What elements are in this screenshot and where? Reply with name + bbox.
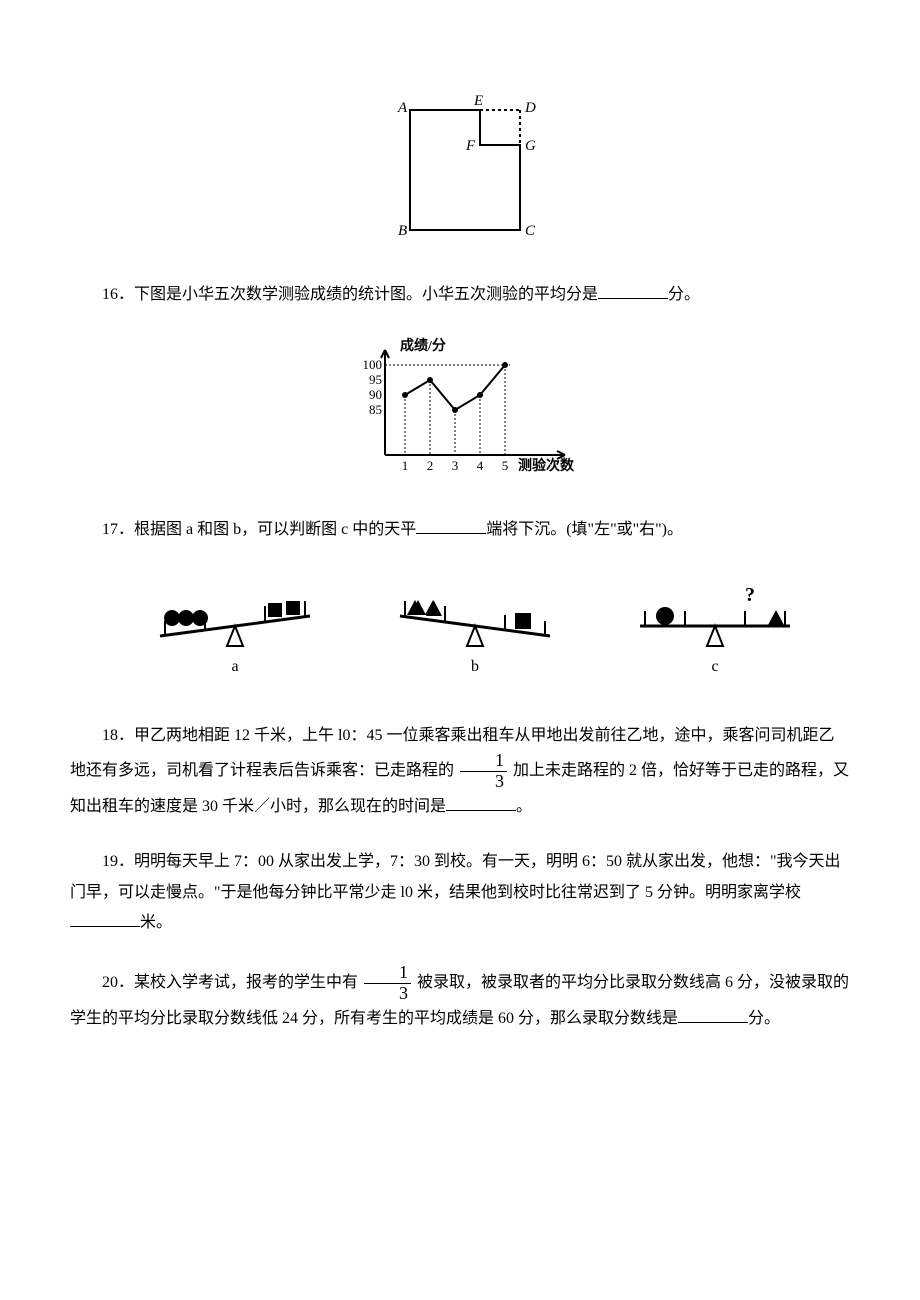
figure-line-chart: 100 95 90 85 1 2 3 4 5 成绩/分 测验次数 — [70, 335, 850, 485]
label-G: G — [525, 138, 536, 154]
question-16: 16．下图是小华五次数学测验成绩的统计图。小华五次测验的平均分是 分。 — [70, 280, 850, 310]
xtick-1: 1 — [402, 458, 409, 473]
q18-blank — [446, 792, 516, 811]
label-B: B — [398, 223, 407, 239]
xtick-4: 4 — [477, 458, 484, 473]
question-18: 18．甲乙两地相距 12 千米，上午 l0：45 一位乘客乘出租车从甲地出发前往… — [70, 721, 850, 822]
label-A: A — [397, 100, 408, 116]
question-19: 19．明明每天早上 7：00 从家出发上学，7：30 到校。有一天，明明 6：5… — [70, 847, 850, 938]
q18-fraction: 13 — [460, 751, 507, 792]
figure-square-notch: A B C D E F G — [70, 90, 850, 250]
q17-blank — [416, 516, 486, 535]
q20-part3: 分。 — [748, 1010, 780, 1027]
label-F: F — [465, 138, 476, 154]
ylabel: 成绩/分 — [400, 337, 446, 354]
q19-text-before: ．明明每天早上 7：00 从家出发上学，7：30 到校。有一天，明明 6：50 … — [70, 853, 841, 900]
balance-label-a: a — [231, 658, 238, 675]
ytick-95: 95 — [369, 372, 382, 387]
square-diagram: A B C D E F G — [370, 90, 550, 250]
ytick-90: 90 — [369, 387, 382, 402]
question-20: 20．某校入学考试，报考的学生中有 13 被录取，被录取者的平均分比录取分数线高… — [70, 963, 850, 1034]
score-chart: 100 95 90 85 1 2 3 4 5 成绩/分 测验次数 — [330, 335, 590, 485]
q16-text-before: ．下图是小华五次数学测验成绩的统计图。小华五次测验的平均分是 — [118, 286, 598, 303]
q16-num: 16 — [102, 286, 118, 303]
label-C: C — [525, 223, 536, 239]
xtick-2: 2 — [427, 458, 434, 473]
question-17: 17．根据图 a 和图 b，可以判断图 c 中的天平 端将下沉。(填"左"或"右"… — [70, 515, 850, 545]
xtick-5: 5 — [502, 458, 509, 473]
q18-num: 18 — [102, 727, 118, 744]
xtick-3: 3 — [452, 458, 459, 473]
q17-text-before: ．根据图 a 和图 b，可以判断图 c 中的天平 — [118, 521, 416, 538]
q19-blank — [70, 908, 140, 927]
q20-num: 20 — [102, 974, 118, 991]
q17-text-after: 端将下沉。(填"左"或"右")。 — [486, 521, 683, 538]
figure-balances: a b ? — [70, 571, 850, 691]
q20-blank — [678, 1004, 748, 1023]
q20-part1: ．某校入学考试，报考的学生中有 — [118, 974, 362, 991]
q18-part3: 。 — [516, 798, 532, 815]
label-E: E — [473, 93, 483, 109]
q19-text-after: 米。 — [140, 914, 172, 931]
q16-text-after: 分。 — [668, 286, 700, 303]
balance-label-b: b — [471, 658, 479, 675]
q16-blank — [598, 280, 668, 299]
balance-qmark: ? — [745, 584, 755, 606]
label-D: D — [524, 100, 536, 116]
q19-num: 19 — [102, 853, 118, 870]
q17-num: 17 — [102, 521, 118, 538]
balance-label-c: c — [711, 658, 718, 675]
balance-diagram: a b ? — [110, 571, 810, 691]
ytick-100: 100 — [363, 357, 383, 372]
ytick-85: 85 — [369, 402, 382, 417]
xlabel: 测验次数 — [518, 457, 575, 474]
q20-fraction: 13 — [364, 963, 411, 1004]
